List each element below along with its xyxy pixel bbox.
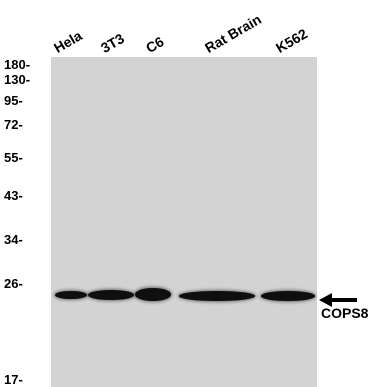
lane-label-k562: K562 (273, 25, 310, 56)
lane-label-rat-brain: Rat Brain (202, 11, 264, 57)
mw-marker-130: 130- (4, 72, 31, 87)
mw-marker-34: 34- (4, 232, 23, 247)
mw-marker-180: 180- (4, 57, 31, 72)
band-3t3 (88, 290, 134, 300)
mw-marker-95: 95- (4, 93, 23, 108)
mw-marker-26: 26- (4, 276, 23, 291)
band-k562 (261, 291, 315, 301)
mw-marker-55: 55- (4, 150, 23, 165)
cropped-header-text (0, 0, 387, 10)
mw-marker-17: 17- (4, 372, 23, 387)
arrow-left-icon (319, 293, 357, 307)
lane-label-c6: C6 (143, 33, 167, 56)
band-hela (55, 291, 87, 299)
band-rat-brain (179, 291, 255, 301)
band-c6 (135, 288, 171, 301)
lane-label-3t3: 3T3 (98, 30, 127, 56)
lane-label-hela: Hela (51, 27, 85, 56)
mw-marker-43: 43- (4, 188, 23, 203)
target-protein-label: COPS8 (321, 305, 369, 321)
western-blot-membrane (51, 57, 317, 387)
mw-marker-72: 72- (4, 117, 23, 132)
